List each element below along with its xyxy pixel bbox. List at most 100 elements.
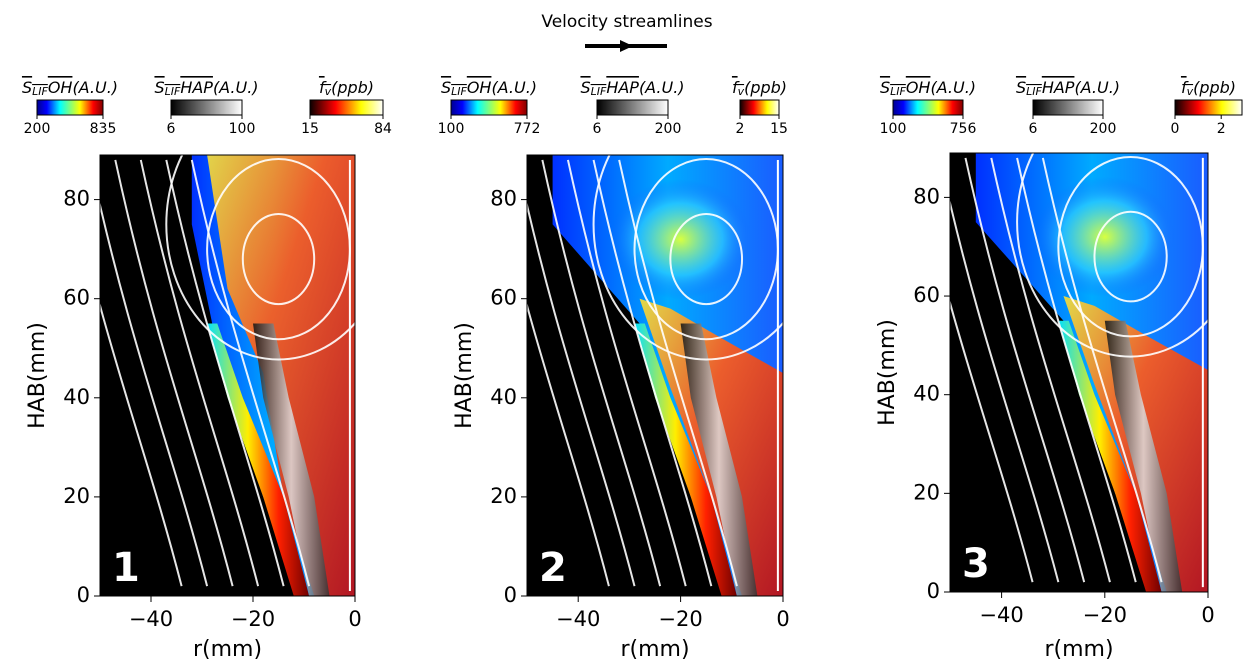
label-unit: (A.U.) bbox=[491, 78, 537, 97]
x-tick-label: −40 bbox=[556, 607, 600, 631]
colorbar bbox=[596, 99, 669, 116]
label-main: SLIFHAP bbox=[580, 78, 639, 99]
y-tick-label: 0 bbox=[77, 583, 90, 607]
label-rest: HAP bbox=[1042, 78, 1075, 97]
hap-band bbox=[253, 323, 330, 596]
colorbar-label: SLIFHAP(A.U.) bbox=[580, 78, 684, 99]
label-rest: OH bbox=[48, 78, 73, 97]
label-sub: LIF bbox=[591, 85, 607, 98]
y-tick-label: 40 bbox=[490, 385, 517, 409]
field-image bbox=[63, 88, 392, 597]
colorbar-tick-label: 200 bbox=[24, 121, 51, 137]
colorbar-label: fv(ppb) bbox=[1181, 78, 1236, 99]
x-tick-label: −20 bbox=[1083, 603, 1127, 627]
streamline bbox=[241, 213, 316, 306]
colorbar-tick-label: 6 bbox=[593, 121, 602, 137]
label-symbol: S bbox=[22, 78, 32, 97]
label-main: SLIFOH bbox=[880, 78, 930, 99]
label-unit: (ppb) bbox=[744, 78, 787, 97]
y-tick-label: 20 bbox=[913, 480, 940, 504]
x-axis-label: r(mm) bbox=[193, 637, 262, 661]
streamline bbox=[566, 159, 687, 587]
colorbar bbox=[739, 99, 780, 116]
colorbar bbox=[309, 99, 384, 116]
colorbar bbox=[450, 99, 528, 116]
y-tick-label: 80 bbox=[490, 187, 517, 211]
label-symbol: f bbox=[1181, 78, 1189, 97]
label-unit: (A.U.) bbox=[930, 78, 976, 97]
label-rest: HAP bbox=[180, 78, 213, 97]
hap-band bbox=[680, 323, 758, 596]
x-tick-label: −20 bbox=[658, 607, 702, 631]
label-symbol: f bbox=[732, 78, 740, 97]
vortex-core bbox=[1034, 176, 1175, 297]
label-sub: LIF bbox=[1026, 85, 1042, 98]
streamline bbox=[990, 157, 1111, 583]
label-unit: (A.U.) bbox=[1074, 78, 1120, 97]
colorbar-tick-label: 84 bbox=[374, 121, 392, 137]
x-tick-label: −20 bbox=[231, 607, 275, 631]
flame-band bbox=[207, 323, 310, 596]
label-symbol: f bbox=[319, 78, 327, 97]
label-sub: LIF bbox=[451, 85, 467, 98]
colorbar-tick-label: 200 bbox=[655, 121, 682, 137]
axes-frame bbox=[99, 154, 356, 597]
colorbar bbox=[892, 99, 964, 116]
streamline bbox=[912, 157, 1034, 583]
y-axis-label: HAB(mm) bbox=[25, 322, 50, 429]
y-tick-label: 0 bbox=[504, 583, 517, 607]
colorbar-label: SLIFHAP(A.U.) bbox=[1016, 78, 1120, 99]
label-main: fv bbox=[1181, 78, 1194, 99]
x-tick-label: 0 bbox=[1201, 603, 1214, 627]
y-tick-label: 40 bbox=[913, 382, 940, 406]
colorbar-label: SLIFOH(A.U.) bbox=[22, 78, 118, 99]
colorbar-label: fv(ppb) bbox=[732, 78, 787, 99]
panel-label: 3 bbox=[962, 541, 990, 587]
streamline bbox=[165, 159, 285, 587]
streamline bbox=[515, 159, 636, 587]
colorbar-label: SLIFHAP(A.U.) bbox=[154, 78, 258, 99]
x-axis-label: r(mm) bbox=[1044, 637, 1113, 661]
y-tick-label: 20 bbox=[490, 484, 517, 508]
colorbar-tick-label: 2 bbox=[736, 121, 745, 137]
flame-band bbox=[634, 323, 737, 596]
y-tick-label: 40 bbox=[63, 385, 90, 409]
x-axis-label: r(mm) bbox=[620, 637, 689, 661]
label-unit: (A.U.) bbox=[213, 78, 259, 97]
label-symbol: S bbox=[580, 78, 590, 97]
field-image bbox=[912, 86, 1245, 593]
label-sub: v bbox=[738, 85, 745, 98]
x-tick-label: −40 bbox=[129, 607, 173, 631]
streamline bbox=[592, 88, 820, 361]
label-main: fv bbox=[319, 78, 332, 99]
streamline bbox=[964, 157, 1086, 583]
colorbar-tick-label: 100 bbox=[880, 121, 907, 137]
streamline bbox=[541, 159, 662, 587]
streamline bbox=[490, 159, 610, 587]
x-tick-label: 0 bbox=[776, 607, 789, 631]
label-symbol: S bbox=[880, 78, 890, 97]
streamline bbox=[938, 157, 1060, 583]
colorbar-tick-label: 6 bbox=[1029, 121, 1038, 137]
label-symbol: S bbox=[154, 78, 164, 97]
label-main: SLIFHAP bbox=[1016, 78, 1075, 99]
label-main: SLIFOH bbox=[441, 78, 491, 99]
colorbar-tick-label: 200 bbox=[1090, 121, 1117, 137]
colorbar-tick-label: 6 bbox=[167, 121, 176, 137]
label-main: SLIFHAP bbox=[154, 78, 213, 99]
field-image bbox=[490, 88, 820, 597]
label-main: SLIFOH bbox=[22, 78, 72, 99]
label-sub: LIF bbox=[32, 85, 48, 98]
colorbar bbox=[170, 99, 243, 116]
label-unit: (ppb) bbox=[1193, 78, 1236, 97]
label-unit: (ppb) bbox=[331, 78, 374, 97]
y-axis-label: HAB(mm) bbox=[452, 322, 477, 429]
axes-frame bbox=[526, 154, 784, 597]
x-tick-label: −40 bbox=[979, 603, 1023, 627]
streamline bbox=[88, 159, 209, 587]
streamline bbox=[63, 159, 183, 587]
panel-label: 1 bbox=[112, 545, 140, 591]
colorbar-tick-label: 835 bbox=[90, 121, 117, 137]
label-unit: (A.U.) bbox=[72, 78, 118, 97]
